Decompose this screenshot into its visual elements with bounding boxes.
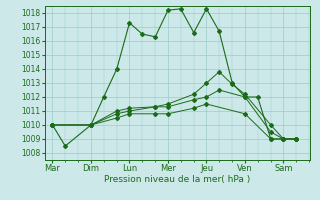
X-axis label: Pression niveau de la mer( hPa ): Pression niveau de la mer( hPa ) <box>104 175 251 184</box>
